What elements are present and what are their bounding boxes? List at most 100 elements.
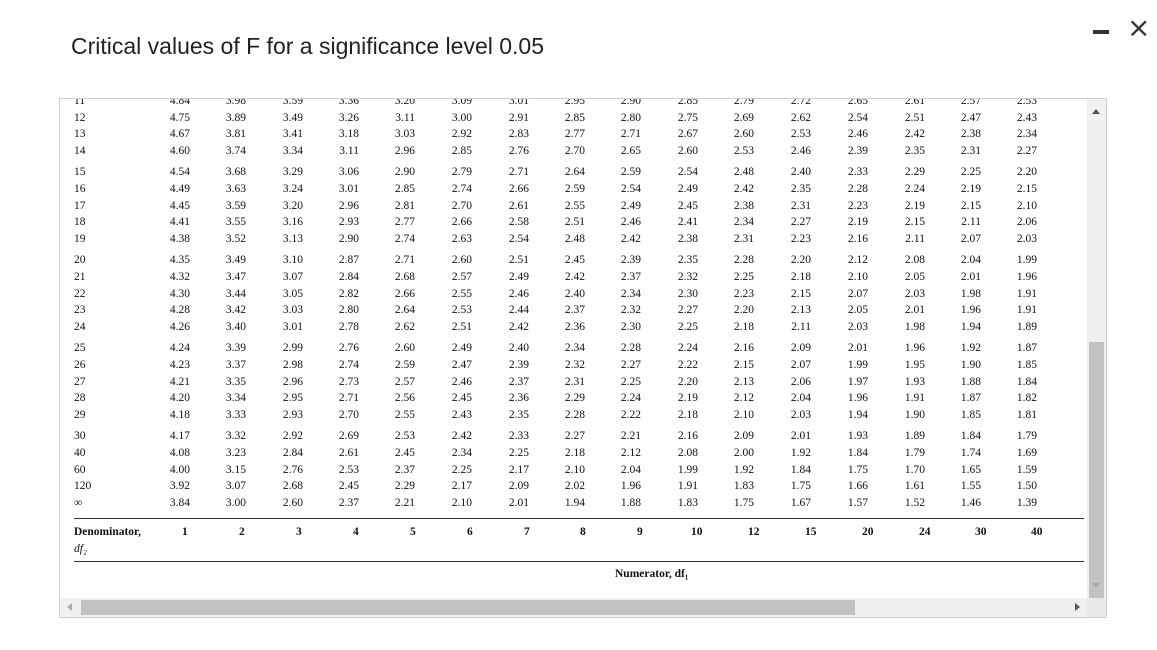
table-cell: 2.58 (508, 216, 529, 229)
close-icon[interactable]: × (1127, 11, 1151, 44)
table-cell: 2.92 (451, 128, 472, 141)
scroll-down-icon[interactable] (1092, 583, 1100, 588)
horizontal-scroll-thumb[interactable] (81, 600, 855, 615)
table-cell: 2.70 (338, 408, 359, 421)
table-cell: 1.66 (847, 480, 868, 493)
table-cell: 2.18 (564, 447, 585, 459)
table-cell: 2.90 (620, 99, 641, 107)
scroll-left-icon[interactable] (67, 603, 72, 611)
table-cell: 2.15 (1016, 183, 1037, 195)
table-cell: 2.40 (564, 287, 585, 300)
scroll-up-icon[interactable] (1092, 109, 1100, 114)
table-cell: 3.03 (394, 128, 415, 141)
table-cell: 2.18 (677, 408, 698, 421)
table-cell: 2.27 (620, 359, 641, 371)
table-cell: 2.60 (451, 254, 472, 267)
table-cell: 2.59 (394, 359, 415, 371)
table-cell: 2.54 (677, 166, 698, 179)
table-cell: 1.70 (904, 463, 925, 476)
table-cell: 1.67 (790, 496, 811, 509)
table-cell: 2.85 (451, 144, 472, 157)
table-cell: 2.19 (677, 392, 698, 405)
table-cell: 4.00 (169, 463, 190, 476)
table-cell: 1.94 (960, 320, 981, 333)
table-cell: 2.36 (564, 320, 585, 333)
table-cell: 2.31 (733, 232, 754, 245)
table-cell: 2.47 (451, 359, 472, 371)
table-cell: 2.35 (677, 254, 698, 267)
table-cell: 2.04 (960, 254, 981, 267)
row-label: 28 (74, 392, 86, 405)
table-cell: 2.45 (394, 447, 415, 459)
table-cell: 2.85 (394, 183, 415, 195)
table-cell: 3.49 (282, 111, 303, 124)
table-cell: 4.20 (169, 392, 190, 405)
row-label: 15 (74, 166, 86, 179)
table-cell: 1.57 (847, 496, 868, 509)
table-cell: 2.55 (451, 287, 472, 300)
vertical-scroll-thumb[interactable] (1089, 342, 1104, 598)
table-cell: 2.24 (677, 342, 698, 355)
row-label: 22 (74, 287, 86, 300)
table-cell: 1.59 (1016, 463, 1037, 476)
table-cell: 2.38 (677, 232, 698, 245)
table-cell: 1.90 (904, 408, 925, 421)
table-cell: 2.29 (394, 480, 415, 493)
minimize-icon[interactable] (1093, 14, 1109, 42)
table-cell: 3.23 (225, 447, 246, 459)
table-cell: 2.61 (338, 447, 359, 459)
table-cell: 1.75 (790, 480, 811, 493)
table-cell: 2.28 (620, 342, 641, 355)
table-cell: 2.45 (564, 254, 585, 267)
table-row: 25 4.24 3.39 2.99 2.76 2.60 2.49 2.40 2.34 2.28 2.… (74, 342, 1084, 359)
table-cell: 2.27 (790, 216, 811, 229)
table-cell: 2.01 (847, 342, 868, 355)
table-cell: 2.23 (733, 287, 754, 300)
table-cell: 2.99 (282, 342, 303, 355)
table-cell: 2.36 (508, 392, 529, 405)
table-cell: 2.34 (451, 447, 472, 459)
table-cell: 2.29 (564, 392, 585, 405)
table-cell: 2.80 (620, 111, 641, 124)
table-cell: 2.42 (733, 183, 754, 195)
table-cell: 2.24 (904, 183, 925, 195)
table-cell: 4.32 (169, 271, 190, 283)
table-cell: 1.89 (1016, 320, 1037, 333)
table-cell: 2.55 (394, 408, 415, 421)
table-row: 15 4.54 3.68 3.29 3.06 2.90 2.79 2.71 2.64 2.59 2.… (74, 166, 1084, 183)
table-cell: 2.07 (960, 232, 981, 245)
scroll-right-icon[interactable] (1075, 603, 1080, 611)
table-cell: 2.49 (508, 271, 529, 283)
table-cell: 1.84 (960, 430, 981, 443)
table-cell: 2.34 (620, 287, 641, 300)
table-cell: 2.46 (508, 287, 529, 300)
table-cell: 2.78 (338, 320, 359, 333)
table-cell: 2.76 (338, 342, 359, 355)
table-cell: 1.61 (904, 480, 925, 493)
row-label: 25 (74, 342, 86, 355)
table-viewport[interactable]: 11 4.84 3.98 3.59 3.36 3.20 3.09 3.01 2.95 2.90 2.… (60, 99, 1088, 599)
horizontal-scrollbar[interactable] (60, 598, 1088, 617)
table-cell: 2.55 (564, 199, 585, 212)
table-cell: 3.40 (225, 320, 246, 333)
table-cell: 2.20 (677, 375, 698, 388)
table-cell: 2.17 (508, 463, 529, 476)
table-cell: 2.90 (338, 232, 359, 245)
table-cell: 2.04 (620, 463, 641, 476)
table-rule (74, 518, 1084, 520)
vertical-scrollbar[interactable] (1087, 99, 1106, 599)
table-cell: 2.74 (394, 232, 415, 245)
table-cell: 2.76 (282, 463, 303, 476)
table-cell: 2.42 (564, 271, 585, 283)
table-cell: 2.39 (620, 254, 641, 267)
table-cell: 2.46 (847, 128, 868, 141)
table-cell: 2.30 (677, 287, 698, 300)
table-cell: 2.27 (677, 304, 698, 317)
table-cell: 2.24 (620, 392, 641, 405)
table-cell: 2.05 (847, 304, 868, 317)
numerator-header: 10 (691, 526, 703, 539)
table-cell: 3.32 (225, 430, 246, 443)
numerator-header: 5 (410, 526, 416, 539)
table-cell: 1.50 (1016, 480, 1037, 493)
table-cell: 2.21 (394, 496, 415, 509)
